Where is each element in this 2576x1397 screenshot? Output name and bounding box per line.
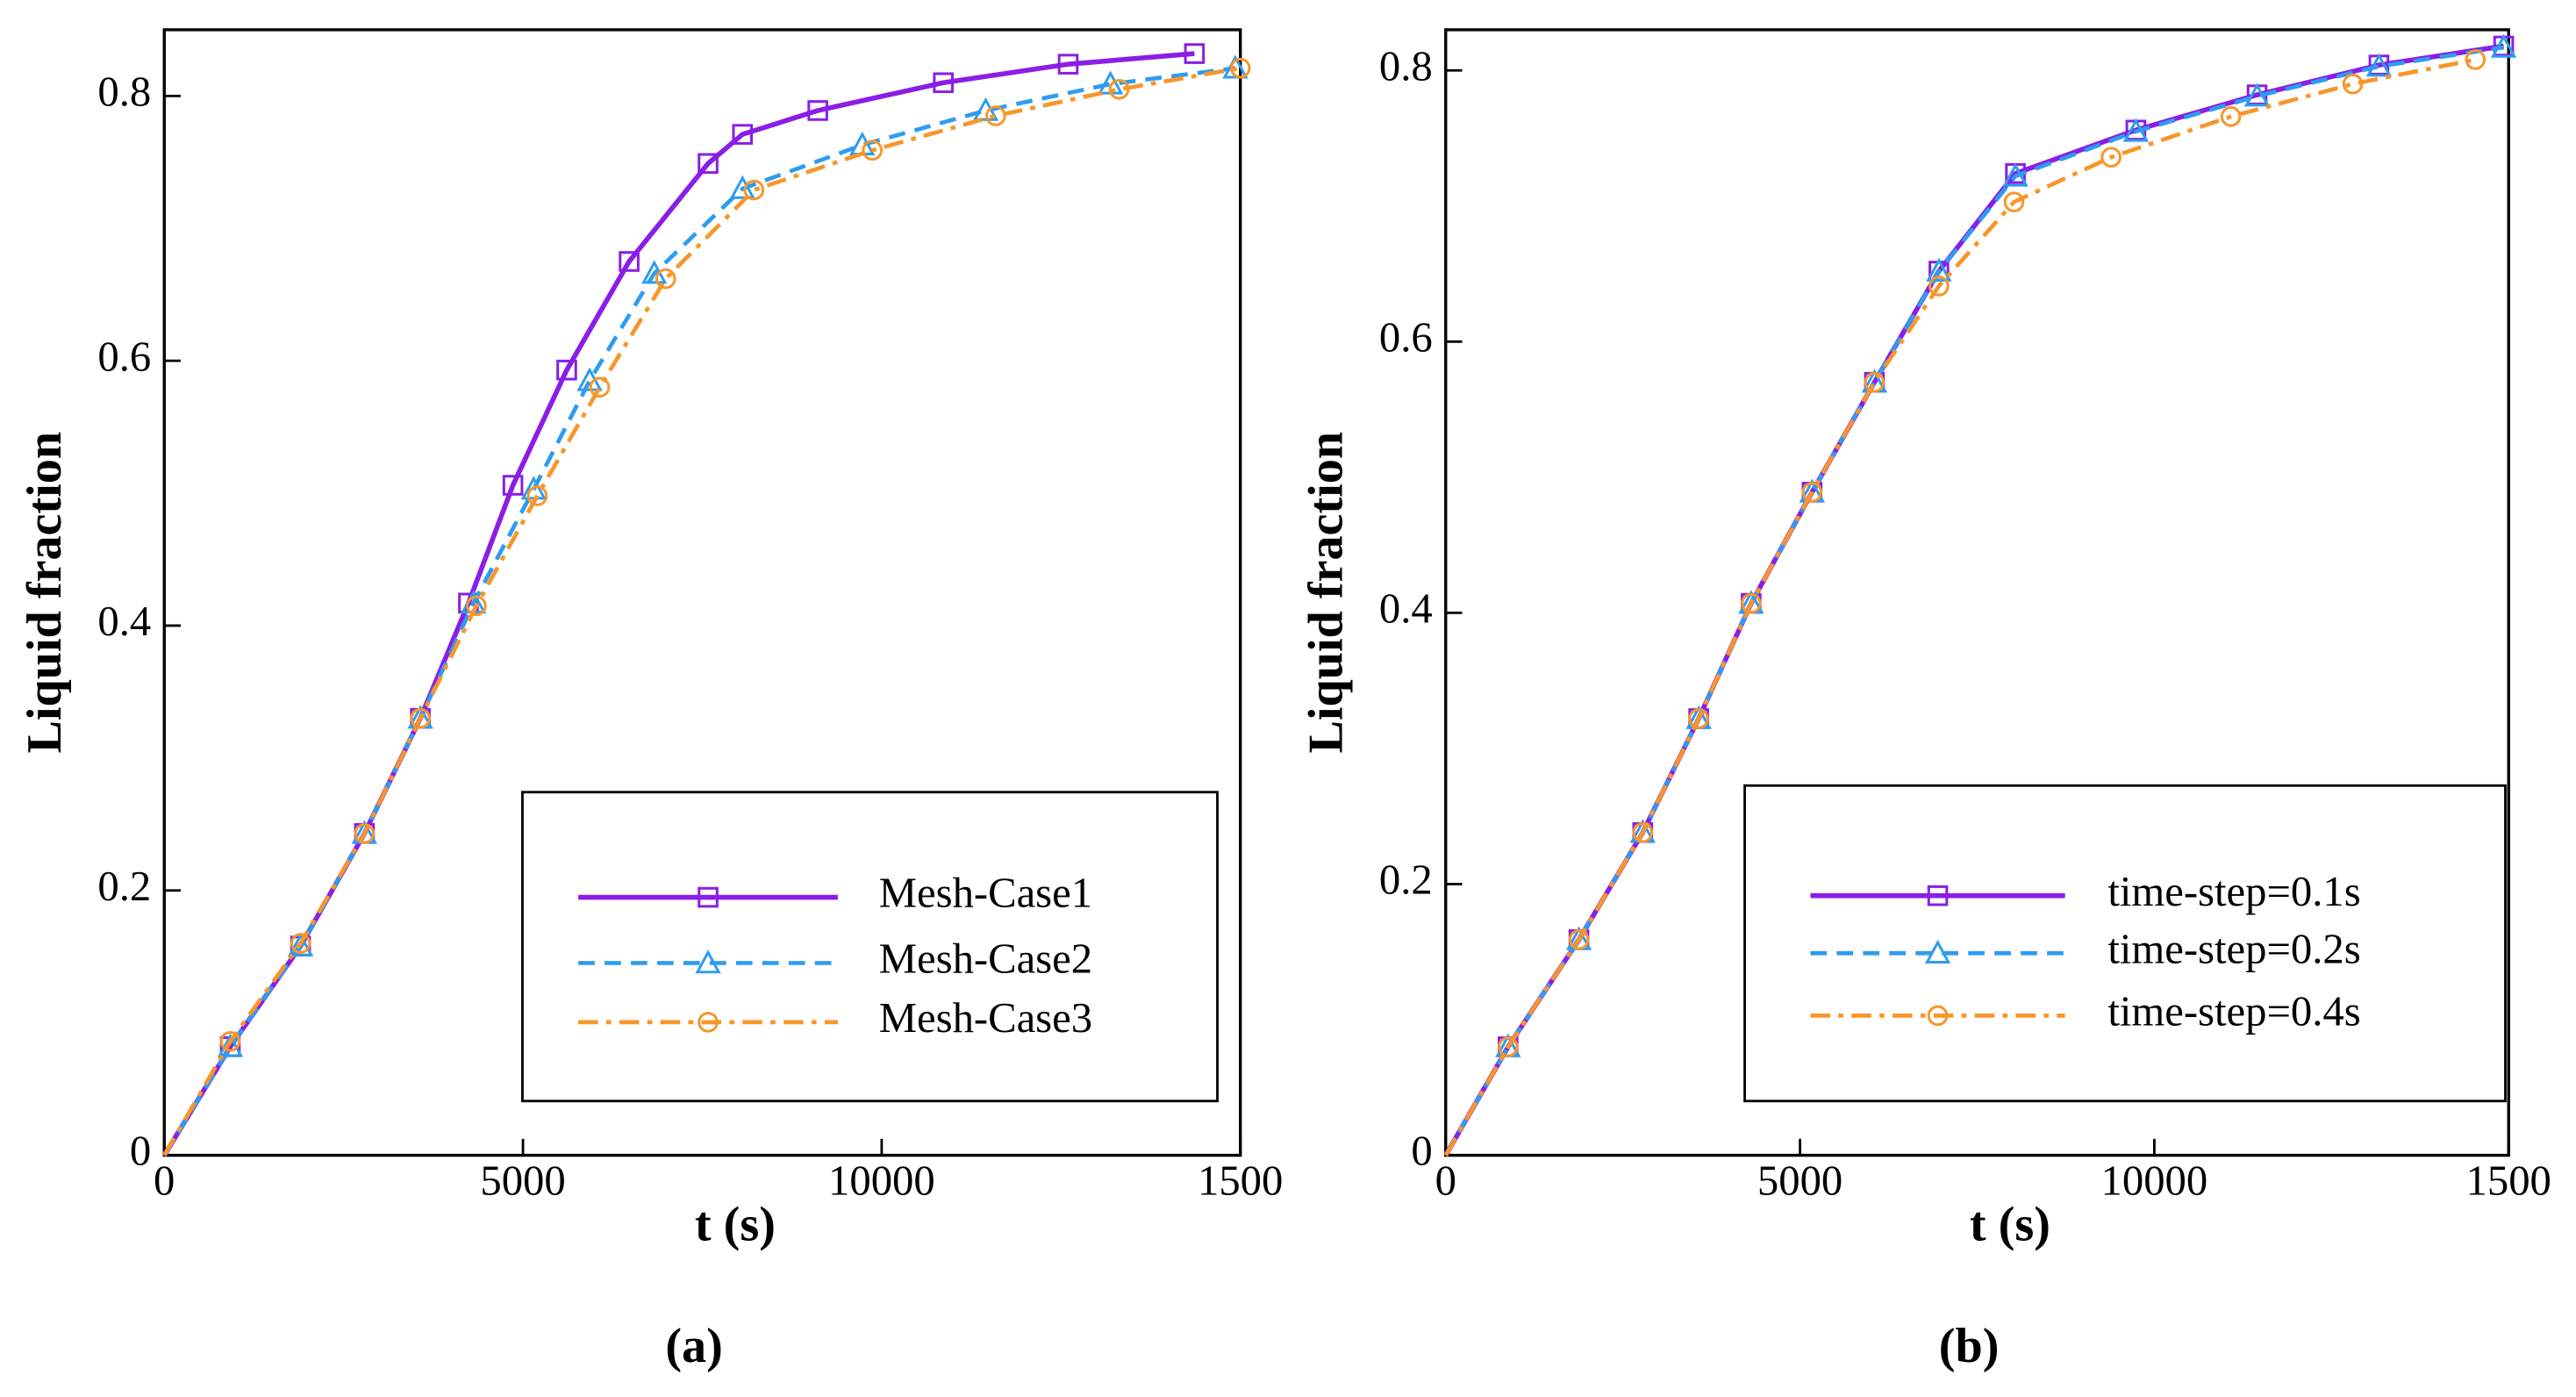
legend-label: time-step=0.4s bbox=[2107, 988, 2360, 1035]
marker bbox=[2100, 147, 2122, 168]
x-tick-label: 0 bbox=[154, 1157, 175, 1204]
y-axis-label: Liquid fraction bbox=[18, 432, 72, 754]
x-tick-label: 5000 bbox=[480, 1157, 565, 1204]
y-axis-label: Liquid fraction bbox=[1299, 432, 1354, 754]
marker bbox=[589, 376, 611, 398]
y-tick-label: 0 bbox=[1411, 1128, 1432, 1175]
marker bbox=[1568, 929, 1590, 950]
marker bbox=[1928, 276, 1950, 297]
plot-frame bbox=[1444, 28, 2510, 1157]
marker bbox=[933, 72, 954, 94]
marker bbox=[1927, 1005, 1949, 1027]
x-tick-label: 5000 bbox=[1757, 1157, 1843, 1204]
marker bbox=[2365, 53, 2393, 77]
marker bbox=[2220, 106, 2242, 127]
x-axis-label: t (s) bbox=[695, 1198, 776, 1252]
marker bbox=[1926, 257, 1952, 282]
marker bbox=[2342, 73, 2364, 95]
marker bbox=[619, 251, 640, 272]
legend-label: Mesh-Case1 bbox=[879, 870, 1092, 917]
marker bbox=[985, 105, 1006, 126]
marker bbox=[807, 100, 828, 121]
legend-box bbox=[521, 791, 1219, 1103]
marker bbox=[1864, 371, 1885, 393]
marker bbox=[2465, 49, 2487, 70]
y-tick-label: 0.2 bbox=[97, 863, 151, 910]
caption: (a) bbox=[665, 1319, 722, 1373]
series-line bbox=[162, 66, 1241, 1157]
y-tick-label: 0.4 bbox=[1379, 585, 1433, 633]
marker bbox=[1632, 821, 1654, 843]
marker bbox=[217, 1033, 244, 1057]
legend-label: Mesh-Case2 bbox=[879, 935, 1092, 983]
plot-frame bbox=[162, 28, 1242, 1157]
y-tick-label: 0 bbox=[130, 1128, 151, 1175]
marker bbox=[2002, 162, 2029, 187]
marker bbox=[502, 475, 524, 496]
marker bbox=[556, 359, 577, 381]
marker bbox=[1927, 885, 1949, 906]
marker bbox=[1741, 592, 1762, 614]
marker bbox=[698, 153, 719, 175]
y-tick-label: 0.6 bbox=[97, 333, 151, 380]
marker bbox=[526, 485, 548, 506]
marker bbox=[1498, 1036, 1519, 1057]
y-tick-label: 0.2 bbox=[1379, 856, 1433, 904]
marker bbox=[1057, 54, 1079, 75]
caption: (b) bbox=[1939, 1319, 2000, 1373]
marker bbox=[698, 886, 719, 908]
marker bbox=[287, 932, 314, 956]
legend-label: time-step=0.2s bbox=[2107, 925, 2360, 972]
marker bbox=[410, 707, 431, 729]
marker bbox=[2003, 191, 2025, 212]
marker bbox=[354, 823, 376, 844]
marker bbox=[466, 595, 487, 617]
legend-label: Mesh-Case3 bbox=[879, 994, 1092, 1042]
marker bbox=[655, 268, 676, 290]
marker bbox=[743, 179, 765, 201]
marker bbox=[1229, 57, 1251, 79]
y-tick-label: 0.8 bbox=[97, 68, 151, 116]
x-tick-label: 0 bbox=[1435, 1157, 1456, 1204]
marker bbox=[1184, 43, 1206, 64]
y-tick-label: 0.4 bbox=[97, 598, 151, 645]
marker bbox=[1688, 708, 1709, 729]
x-tick-label: 1500 bbox=[2466, 1157, 2551, 1204]
marker bbox=[2490, 33, 2517, 58]
marker bbox=[2122, 118, 2150, 142]
marker bbox=[1801, 482, 1823, 503]
y-tick-label: 0.8 bbox=[1379, 42, 1433, 90]
marker bbox=[729, 175, 755, 199]
x-tick-label: 10000 bbox=[828, 1157, 935, 1204]
marker bbox=[290, 933, 311, 954]
marker bbox=[972, 97, 999, 121]
series-line bbox=[1443, 57, 2476, 1157]
marker bbox=[695, 949, 721, 974]
marker bbox=[732, 124, 754, 145]
x-axis-label: t (s) bbox=[1970, 1198, 2050, 1252]
marker bbox=[2243, 82, 2271, 107]
series-line bbox=[162, 66, 1236, 1157]
x-tick-label: 1500 bbox=[1198, 1157, 1283, 1204]
marker bbox=[1924, 939, 1951, 964]
y-tick-label: 0.6 bbox=[1379, 314, 1433, 362]
marker bbox=[862, 140, 884, 161]
marker bbox=[219, 1030, 241, 1052]
legend-label: time-step=0.1s bbox=[2107, 868, 2360, 915]
legend-box bbox=[1743, 784, 2507, 1103]
marker bbox=[698, 1012, 719, 1033]
x-tick-label: 10000 bbox=[2101, 1157, 2208, 1204]
marker bbox=[1108, 79, 1130, 100]
